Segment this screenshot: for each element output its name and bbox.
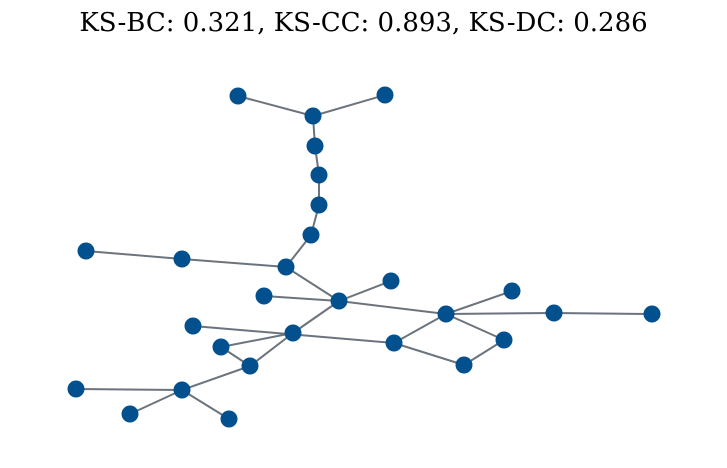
graph-node <box>503 282 521 300</box>
graph-edge <box>129 389 183 415</box>
graph-edge <box>445 290 513 315</box>
graph-node <box>330 292 348 310</box>
graph-edge <box>181 365 251 391</box>
graph-node <box>455 356 473 374</box>
graph-node <box>277 258 295 276</box>
node-layer <box>67 86 661 428</box>
graph-edge <box>181 389 230 420</box>
graph-node <box>437 305 455 323</box>
graph-node <box>545 304 563 322</box>
graph-edge <box>393 342 465 366</box>
graph-node <box>121 405 139 423</box>
graph-edge <box>85 250 183 260</box>
graph-node <box>306 137 324 155</box>
graph-node <box>310 166 328 184</box>
graph-node <box>302 226 320 244</box>
graph-edge <box>338 280 392 302</box>
graph-edge <box>445 312 555 315</box>
graph-node <box>173 381 191 399</box>
graph-edge <box>285 266 340 302</box>
edge-layer <box>75 94 653 420</box>
graph-edge <box>393 313 447 344</box>
graph-node <box>304 107 322 125</box>
graph-node <box>284 324 302 342</box>
graph-node <box>241 357 259 375</box>
graph-node <box>385 334 403 352</box>
graph-edge <box>338 300 447 315</box>
graph-node <box>67 380 85 398</box>
graph-node <box>77 242 95 260</box>
graph-edge <box>75 388 183 391</box>
graph-edge <box>553 312 653 315</box>
graph-node <box>376 86 394 104</box>
graph-node <box>173 250 191 268</box>
graph-edge <box>292 300 340 334</box>
graph-edge <box>445 313 505 341</box>
graph-node <box>220 410 238 428</box>
graph-edge <box>249 332 294 367</box>
graph-node <box>310 196 328 214</box>
graph-node <box>255 287 273 305</box>
graph-node <box>212 338 230 356</box>
graph-edge <box>181 258 287 268</box>
graph-edge <box>220 332 294 348</box>
graph-node <box>229 87 247 105</box>
graph-node <box>184 317 202 335</box>
graph-node <box>382 272 400 290</box>
graph-edge <box>312 94 386 117</box>
graph-node <box>495 331 513 349</box>
graph-edge <box>263 295 340 302</box>
graph-node <box>643 305 661 323</box>
figure-title: KS-BC: 0.321, KS-CC: 0.893, KS-DC: 0.286 <box>79 8 648 38</box>
graph-edge <box>237 95 314 117</box>
